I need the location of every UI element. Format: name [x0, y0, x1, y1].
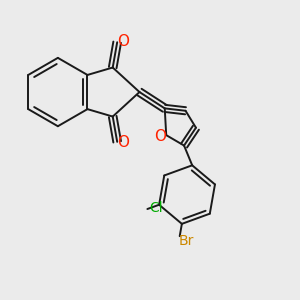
- Text: Br: Br: [178, 235, 194, 248]
- Text: O: O: [117, 135, 129, 150]
- Text: Cl: Cl: [149, 201, 163, 215]
- Text: O: O: [117, 34, 129, 49]
- Text: O: O: [154, 129, 166, 144]
